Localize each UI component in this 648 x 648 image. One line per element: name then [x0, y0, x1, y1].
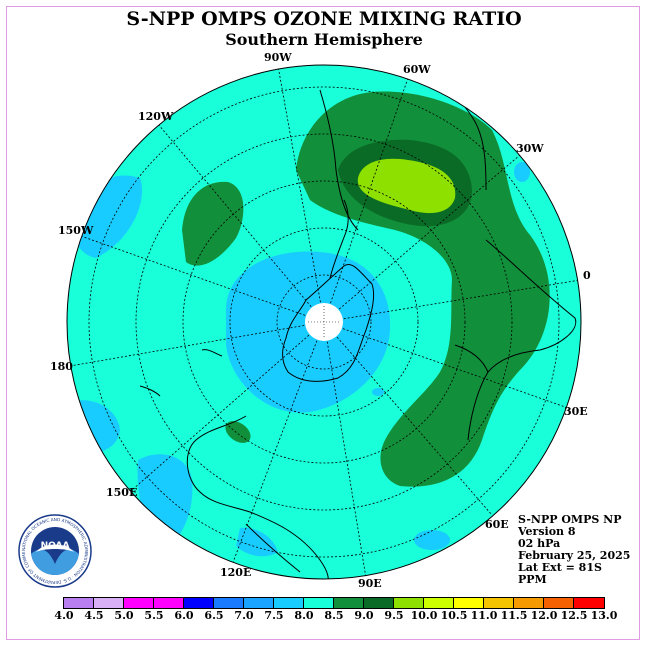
colorbar-swatch	[484, 598, 514, 608]
colorbar-swatch	[154, 598, 184, 608]
ozone-region-120e	[236, 527, 278, 557]
colorbar-tick-label: 12.0	[530, 609, 558, 622]
info-version: Version 8	[518, 525, 576, 538]
colorbar-swatch	[334, 598, 364, 608]
colorbar-tick-label: 4.5	[84, 609, 104, 622]
lon-label-150w: 150W	[58, 224, 94, 237]
map-border	[66, 64, 582, 580]
ozone-region-90e	[414, 530, 450, 550]
lon-label-90e: 90E	[358, 577, 382, 590]
lon-label-0: 0	[583, 269, 591, 282]
product-info: S-NPP OMPS NP Version 8 02 hPa February …	[518, 514, 630, 586]
colorbar-swatch	[394, 598, 424, 608]
ozone-region-30w	[514, 162, 530, 182]
colorbar-tick-label: 6.5	[204, 609, 224, 622]
colorbar-tick-label: 7.0	[234, 609, 254, 622]
lon-label-60w: 60W	[403, 63, 431, 76]
colorbar-swatch	[124, 598, 154, 608]
lon-label-180: 180	[50, 360, 73, 373]
colorbar-tick-label: 5.5	[144, 609, 164, 622]
info-lat-ext: Lat Ext = 81S	[518, 561, 602, 574]
colorbar-tick-label: 6.0	[174, 609, 194, 622]
image-frame	[6, 6, 640, 640]
lon-label-120e: 120E	[220, 566, 251, 579]
ozone-region-7-0-small	[372, 388, 384, 396]
ozone-region-8-0-west	[182, 181, 244, 266]
colorbar-tick-label: 12.5	[560, 609, 588, 622]
colorbar-swatch	[304, 598, 334, 608]
graticule	[69, 65, 581, 579]
colorbar-ticks: 4.0 4.5 5.0 5.5 6.0 6.5 7.0 7.5 8.0 8.5 9.0 9.5 10.0…	[0, 609, 648, 623]
lon-label-30e: 30E	[564, 405, 588, 418]
colorbar-tick-label: 8.5	[324, 609, 344, 622]
colorbar-swatch	[214, 598, 244, 608]
ozone-region-8-0-east	[225, 421, 251, 443]
colorbar-swatch	[184, 598, 214, 608]
colorbar-tick-label: 9.5	[384, 609, 404, 622]
logo-text: NOAA	[41, 541, 70, 551]
colorbar-swatch	[544, 598, 574, 608]
lon-label-30w: 30W	[516, 142, 544, 155]
pole-point	[308, 306, 340, 338]
map-title: S-NPP OMPS OZONE MIXING RATIO	[126, 8, 522, 30]
info-date: February 25, 2025	[518, 549, 631, 562]
colorbar-swatch	[514, 598, 544, 608]
colorbar-swatch	[274, 598, 304, 608]
lon-label-60e: 60E	[485, 518, 509, 531]
map-subtitle: Southern Hemisphere	[225, 30, 423, 49]
noaa-logo: NATIONAL OCEANIC AND ATMOSPHERIC ADMINIS…	[18, 514, 92, 588]
info-pressure: 02 hPa	[518, 537, 561, 550]
colorbar-tick-label: 13.0	[590, 609, 618, 622]
colorbar-tick-label: 5.0	[114, 609, 134, 622]
colorbar-swatch	[454, 598, 484, 608]
colorbar-tick-label: 10.5	[440, 609, 468, 622]
colorbar-swatch	[244, 598, 274, 608]
colorbar-swatch	[64, 598, 94, 608]
info-instrument: S-NPP OMPS NP	[518, 513, 622, 526]
lon-label-150e: 150E	[106, 486, 137, 499]
colorbar-tick-label: 8.0	[294, 609, 314, 622]
lon-label-90w: 90W	[264, 51, 292, 64]
lon-label-120w: 120W	[138, 110, 174, 123]
colorbar-tick-label: 11.0	[470, 609, 498, 622]
colorbar-tick-label: 9.0	[354, 609, 374, 622]
colorbar-swatch	[94, 598, 124, 608]
colorbar-swatch	[424, 598, 454, 608]
ozone-region-9-0	[357, 158, 456, 214]
colorbar-tick-label: 7.5	[264, 609, 284, 622]
colorbar	[63, 597, 605, 609]
info-units: PPM	[518, 573, 547, 586]
colorbar-swatch	[364, 598, 394, 608]
colorbar-swatch	[574, 598, 604, 608]
colorbar-tick-label: 4.0	[54, 609, 74, 622]
colorbar-tick-label: 11.5	[500, 609, 528, 622]
colorbar-tick-label: 10.0	[410, 609, 438, 622]
